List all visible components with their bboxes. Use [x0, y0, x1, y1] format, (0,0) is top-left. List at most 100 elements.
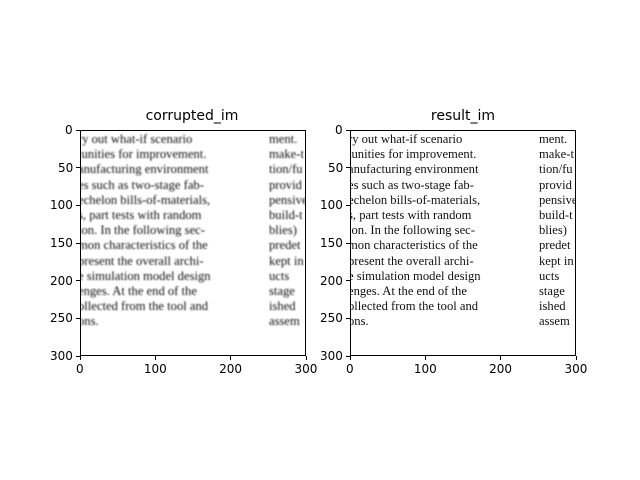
- document-text-line: pensive: [539, 192, 576, 207]
- y-tick-label: 100: [50, 198, 73, 213]
- y-tick-mark: [346, 317, 350, 319]
- document-text-line: present the overall archi-: [350, 253, 474, 268]
- document-image: ry out what-if scenario tunities for impr…: [81, 131, 305, 355]
- x-tick-mark: [349, 356, 351, 360]
- document-text-line: blies): [269, 223, 297, 238]
- document-text-line: tion/fu: [539, 162, 573, 177]
- document-text-line: es such as two-stage fab-: [80, 177, 204, 192]
- document-text-line: ry out what-if scenario: [80, 132, 193, 146]
- y-tick-label: 250: [320, 311, 343, 326]
- y-tick-mark: [76, 242, 80, 244]
- y-tick-label: 300: [50, 349, 73, 363]
- x-tick-mark: [79, 356, 81, 360]
- document-text-line: ished: [539, 299, 566, 314]
- document-text-line: ollected from the tool and: [350, 299, 479, 314]
- document-text-line: predet: [269, 238, 301, 253]
- y-tick-label: 50: [58, 160, 74, 175]
- document-text-line: ment.: [269, 132, 298, 146]
- document-text-line: e simulation model design: [350, 268, 481, 283]
- document-text-line: anufacturing environment: [80, 162, 209, 177]
- document-text-line: enges. At the end of the: [350, 284, 467, 298]
- y-tick-mark: [76, 280, 80, 282]
- document-text-line: tion/fu: [269, 162, 303, 177]
- document-text-line: pensive: [269, 192, 306, 207]
- document-text-line: assem: [539, 314, 570, 329]
- document-text-line: stage: [269, 284, 295, 298]
- y-tick-mark: [76, 355, 80, 357]
- document-text-line: s, part tests with random: [80, 208, 202, 222]
- x-tick-label: 200: [489, 362, 513, 376]
- y-tick-mark: [76, 129, 80, 131]
- document-text-line: make-t: [269, 147, 304, 162]
- image-axes: ry out what-if scenario tunities for impr…: [350, 130, 576, 356]
- x-tick-mark: [424, 356, 426, 360]
- panel-title: corrupted_im: [145, 108, 239, 124]
- panel-title: result_im: [430, 108, 496, 124]
- document-text-line: ion. In the following sec-: [80, 223, 205, 238]
- image-axes: ry out what-if scenario tunities for impr…: [80, 130, 306, 356]
- document-text-line: mon characteristics of the: [80, 238, 208, 253]
- document-text-line: stage: [539, 284, 565, 298]
- x-tick-label: 300: [564, 362, 588, 376]
- document-text-line: e simulation model design: [80, 268, 211, 283]
- document-image: ry out what-if scenario tunities for impr…: [351, 131, 575, 355]
- y-tick-label: 150: [320, 236, 343, 250]
- y-tick-mark: [76, 317, 80, 319]
- document-text-line: provid: [539, 177, 572, 192]
- document-text-line: blies): [539, 223, 567, 238]
- document-text-line: make-t: [539, 147, 574, 162]
- y-tick-mark: [346, 129, 350, 131]
- document-text-line: present the overall archi-: [80, 253, 204, 268]
- document-text-line: tunities for improvement.: [350, 147, 477, 162]
- document-text-line: predet: [539, 238, 571, 253]
- y-tick-label: 0: [335, 123, 343, 137]
- x-tick-label: 300: [294, 362, 318, 376]
- y-tick-mark: [346, 355, 350, 357]
- x-tick-label: 200: [219, 362, 243, 376]
- document-text-line: anufacturing environment: [350, 162, 479, 177]
- document-text-line: ion. In the following sec-: [350, 223, 475, 238]
- document-text-line: s, part tests with random: [350, 208, 472, 222]
- document-text-line: kept in: [539, 253, 574, 268]
- document-text-line: assem: [269, 314, 300, 329]
- y-tick-mark: [346, 280, 350, 282]
- x-tick-label: 0: [346, 362, 354, 376]
- y-tick-label: 100: [320, 198, 343, 213]
- document-text-line: ment.: [539, 132, 568, 146]
- document-text-line: ons.: [350, 314, 369, 329]
- x-tick-mark: [575, 356, 577, 360]
- y-tick-label: 200: [50, 273, 73, 288]
- x-tick-mark: [154, 356, 156, 360]
- y-tick-mark: [346, 167, 350, 169]
- y-tick-mark: [346, 204, 350, 206]
- document-text-line: mon characteristics of the: [350, 238, 478, 253]
- document-text-line: kept in: [269, 253, 304, 268]
- document-text-line: ished: [269, 299, 296, 314]
- x-tick-label: 100: [413, 362, 437, 376]
- y-tick-mark: [76, 167, 80, 169]
- y-tick-label: 0: [65, 123, 73, 137]
- document-text-line: es such as two-stage fab-: [350, 177, 474, 192]
- y-tick-mark: [346, 242, 350, 244]
- document-text-line: ollected from the tool and: [80, 299, 209, 314]
- x-tick-mark: [305, 356, 307, 360]
- x-tick-label: 0: [76, 362, 84, 376]
- document-text-line: build-t: [539, 208, 573, 222]
- document-text-line: ry out what-if scenario: [350, 132, 463, 146]
- document-text-line: ucts: [269, 268, 290, 283]
- document-text-line: provid: [269, 177, 302, 192]
- y-tick-label: 250: [50, 311, 73, 326]
- document-text-line: echelon bills-of-materials,: [350, 192, 481, 207]
- y-tick-label: 50: [328, 160, 344, 175]
- y-tick-label: 150: [50, 236, 73, 250]
- y-tick-label: 300: [320, 349, 343, 363]
- x-tick-mark: [230, 356, 232, 360]
- x-tick-label: 100: [143, 362, 167, 376]
- document-text-line: ucts: [539, 268, 560, 283]
- y-tick-mark: [76, 204, 80, 206]
- document-text-line: enges. At the end of the: [80, 284, 197, 298]
- document-text-line: build-t: [269, 208, 303, 222]
- document-text-line: echelon bills-of-materials,: [80, 192, 211, 207]
- y-tick-label: 200: [320, 273, 343, 288]
- document-text-line: ons.: [80, 314, 99, 329]
